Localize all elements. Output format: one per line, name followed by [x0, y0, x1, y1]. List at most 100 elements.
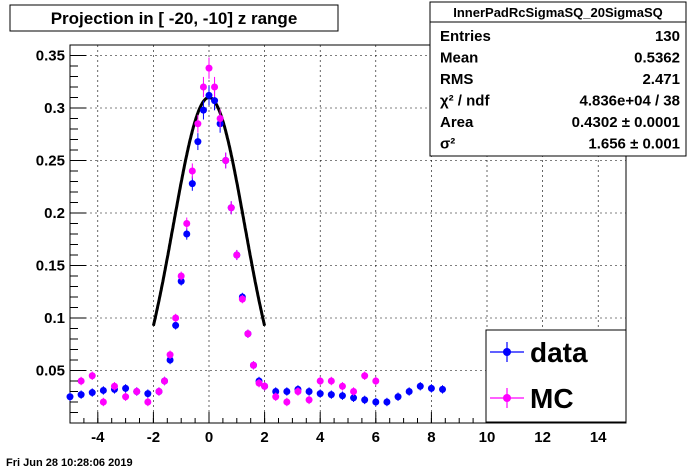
stats-row-value: 130: [655, 28, 680, 45]
data-point: [122, 384, 130, 392]
data-point: [88, 372, 96, 380]
y-tick-label: 0.2: [44, 205, 65, 222]
stats-row-value: 1.656 ± 0.001: [588, 136, 680, 153]
x-tick-label: 10: [479, 429, 496, 446]
data-point: [416, 382, 424, 390]
stats-row-label: Area: [440, 114, 474, 131]
data-point: [110, 382, 118, 390]
data-point: [244, 330, 252, 338]
data-point: [199, 83, 207, 91]
data-point: [211, 97, 219, 105]
x-tick-label: 0: [205, 429, 213, 446]
data-point: [177, 277, 185, 285]
data-point: [188, 167, 196, 175]
data-point: [144, 398, 152, 406]
title-box: Projection in [ -20, -10] z range: [9, 4, 339, 32]
x-tick-label: 6: [372, 429, 380, 446]
y-tick-label: 0.3: [44, 100, 65, 117]
data-point: [316, 377, 324, 385]
series-mc: [77, 57, 380, 407]
legend-data-label: data: [530, 337, 588, 368]
data-point: [294, 388, 302, 395]
x-tick-label: 12: [534, 429, 551, 446]
data-point: [188, 180, 196, 188]
data-point: [427, 384, 435, 392]
stats-row-label: Entries: [440, 28, 491, 45]
data-point: [183, 220, 191, 227]
data-point: [383, 398, 391, 406]
data-point: [361, 396, 369, 404]
legend: data MC: [485, 329, 627, 423]
data-point: [272, 388, 280, 395]
data-point: [372, 377, 380, 385]
y-tick-label: 0.25: [36, 153, 65, 170]
data-point: [227, 204, 235, 212]
data-point: [338, 392, 346, 400]
y-tick-label: 0.1: [44, 310, 65, 327]
legend-data-marker: [503, 348, 511, 356]
stats-row-value: 2.471: [642, 71, 680, 88]
data-point: [166, 351, 174, 359]
data-point: [405, 388, 413, 395]
stats-row-label: Mean: [440, 50, 478, 67]
data-point: [255, 379, 263, 387]
x-tick-label: 14: [590, 429, 607, 446]
data-point: [133, 388, 141, 395]
y-tick-label: 0.35: [36, 48, 65, 65]
x-tick-label: 2: [260, 429, 268, 446]
stats-box: InnerPadRcSigmaSQ_20SigmaSQ Entries 130 Me…: [429, 1, 687, 157]
x-tick-label: -2: [147, 429, 160, 446]
data-point: [350, 388, 358, 395]
timestamp: Fri Jun 28 10:28:06 2019: [6, 457, 133, 469]
data-point: [99, 398, 107, 406]
data-point: [77, 377, 85, 385]
legend-mc-marker: [503, 394, 511, 402]
data-point: [122, 393, 130, 401]
data-point: [66, 393, 74, 401]
y-tick-label: 0.15: [36, 258, 65, 275]
x-tick-label: -4: [91, 429, 105, 446]
data-point: [350, 394, 358, 402]
data-point: [211, 83, 219, 91]
data-point: [77, 391, 85, 399]
legend-mc-label: MC: [530, 383, 574, 414]
data-point: [272, 393, 280, 401]
data-point: [283, 388, 291, 395]
series-data: [66, 85, 447, 407]
data-point: [361, 372, 369, 380]
data-point: [327, 391, 335, 399]
data-point: [199, 106, 207, 114]
data-point: [194, 138, 202, 146]
stats-row-label: σ²: [440, 136, 455, 153]
data-point: [439, 385, 447, 393]
data-point: [394, 393, 402, 401]
stats-row-value: 0.4302 ± 0.0001: [572, 114, 680, 131]
data-point: [233, 251, 241, 259]
data-point: [316, 390, 324, 398]
stats-row-value: 4.836e+04 / 38: [579, 93, 680, 110]
data-point: [172, 321, 180, 329]
data-point: [216, 115, 224, 122]
data-point: [194, 120, 202, 128]
data-point: [155, 388, 163, 395]
data-point: [305, 396, 313, 404]
data-point: [283, 398, 291, 406]
data-point: [88, 389, 96, 397]
data-point: [372, 398, 380, 406]
data-point: [177, 272, 185, 280]
series-layer: [66, 57, 447, 407]
data-point: [99, 386, 107, 394]
stats-row-label: χ² / ndf: [440, 93, 490, 110]
stats-row-label: RMS: [440, 71, 473, 88]
x-tick-label: 8: [427, 429, 435, 446]
chart-title: Projection in [ -20, -10] z range: [51, 9, 298, 28]
data-point: [249, 361, 257, 369]
data-point: [205, 91, 213, 99]
data-point: [305, 388, 313, 395]
data-point: [172, 314, 180, 322]
x-tick-label: 4: [316, 429, 325, 446]
y-tick-label: 0.05: [36, 363, 65, 380]
data-point: [327, 377, 335, 385]
data-point: [144, 390, 152, 398]
